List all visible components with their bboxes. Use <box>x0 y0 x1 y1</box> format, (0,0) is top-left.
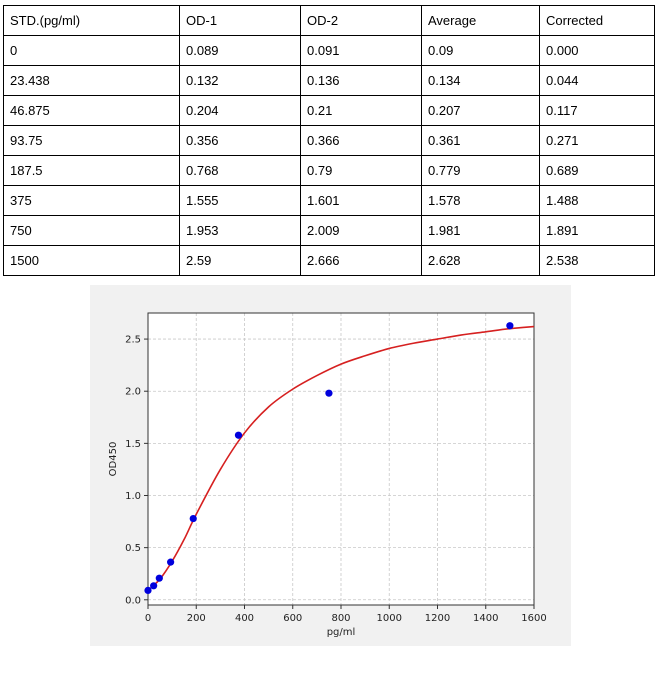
chart-panel: 0 200 400 600 800 1000 1200 1400 1600 0.0 0.5 1.0 1.… <box>90 285 571 646</box>
column-header: STD.(pg/ml) <box>3 5 180 36</box>
fit-curve-line <box>147 325 535 591</box>
table-cell: 1.488 <box>539 185 655 216</box>
table-cell: 0.134 <box>421 65 540 96</box>
table-cell: 0 <box>3 35 180 66</box>
y-tick-label: 0.0 <box>125 595 141 606</box>
y-axis-label: OD450 <box>108 442 119 477</box>
table-row: 750 1.953 2.009 1.981 1.891 <box>3 215 655 246</box>
table-row: 23.438 0.132 0.136 0.134 0.044 <box>3 65 655 96</box>
x-tick-label: 1600 <box>521 613 546 624</box>
y-tick-label: 2.0 <box>125 387 141 398</box>
table-cell: 0.132 <box>179 65 301 96</box>
table-header-row: STD.(pg/ml) OD-1 OD-2 Average Corrected <box>3 5 655 36</box>
table-cell: 1.953 <box>179 215 301 246</box>
table-cell: 1.891 <box>539 215 655 246</box>
data-point <box>150 582 158 590</box>
table-cell: 0.136 <box>300 65 422 96</box>
table-cell: 0.044 <box>539 65 655 96</box>
table-cell: 0.366 <box>300 125 422 156</box>
table-cell: 23.438 <box>3 65 180 96</box>
table-cell: 1.555 <box>179 185 301 216</box>
table-cell: 2.009 <box>300 215 422 246</box>
y-tick-label: 1.0 <box>125 491 141 502</box>
data-point <box>144 586 152 594</box>
table-cell: 0.089 <box>179 35 301 66</box>
table-cell: 2.59 <box>179 245 301 276</box>
table-cell: 0.79 <box>300 155 422 186</box>
table-cell: 0.271 <box>539 125 655 156</box>
table-cell: 750 <box>3 215 180 246</box>
table-cell: 0.21 <box>300 95 422 126</box>
column-header: OD-2 <box>300 5 422 36</box>
table-cell: 1.578 <box>421 185 540 216</box>
table-row: 375 1.555 1.601 1.578 1.488 <box>3 185 655 216</box>
table-cell: 0.091 <box>300 35 422 66</box>
table-row: 46.875 0.204 0.21 0.207 0.117 <box>3 95 655 126</box>
table-cell: 0.09 <box>421 35 540 66</box>
x-tick-label: 200 <box>187 613 206 624</box>
standard-curve-chart: 0 200 400 600 800 1000 1200 1400 1600 0.0 0.5 1.0 1.… <box>108 312 547 638</box>
x-tick-label: 1000 <box>377 613 402 624</box>
table-cell: 0.207 <box>421 95 540 126</box>
data-point <box>506 322 514 330</box>
y-tick-label: 1.5 <box>125 439 141 450</box>
standards-table: STD.(pg/ml) OD-1 OD-2 Average Corrected 0 0.08… <box>3 5 655 276</box>
table-cell: 1.601 <box>300 185 422 216</box>
table-cell: 0.000 <box>539 35 655 66</box>
y-tick-label: 2.5 <box>125 335 141 346</box>
table-cell: 0.779 <box>421 155 540 186</box>
x-tick-label: 800 <box>331 613 350 624</box>
x-axis-label: pg/ml <box>327 627 356 638</box>
table-cell: 0.356 <box>179 125 301 156</box>
data-point <box>325 389 333 397</box>
table-cell: 0.768 <box>179 155 301 186</box>
table-cell: 0.689 <box>539 155 655 186</box>
table-cell: 0.361 <box>421 125 540 156</box>
x-tick-label: 0 <box>145 613 151 624</box>
column-header: OD-1 <box>179 5 301 36</box>
x-tick-label: 1200 <box>425 613 450 624</box>
table-cell: 187.5 <box>3 155 180 186</box>
data-point <box>155 574 163 582</box>
table-cell: 1500 <box>3 245 180 276</box>
x-tick-label: 600 <box>283 613 302 624</box>
column-header: Average <box>421 5 540 36</box>
x-tick-label: 1400 <box>473 613 498 624</box>
table-cell: 46.875 <box>3 95 180 126</box>
table-cell: 1.981 <box>421 215 540 246</box>
data-point <box>234 431 243 439</box>
table-cell: 0.117 <box>539 95 655 126</box>
table-cell: 2.666 <box>300 245 422 276</box>
table-row: 187.5 0.768 0.79 0.779 0.689 <box>3 155 655 186</box>
column-header: Corrected <box>539 5 655 36</box>
table-row: 1500 2.59 2.666 2.628 2.538 <box>3 245 655 276</box>
table-cell: 0.204 <box>179 95 301 126</box>
data-point <box>167 558 175 566</box>
table-cell: 2.538 <box>539 245 655 276</box>
y-tick-label: 0.5 <box>125 543 141 554</box>
table-cell: 2.628 <box>421 245 540 276</box>
table-cell: 93.75 <box>3 125 180 156</box>
table-row: 93.75 0.356 0.366 0.361 0.271 <box>3 125 655 156</box>
x-tick-label: 400 <box>235 613 254 624</box>
table-row: 0 0.089 0.091 0.09 0.000 <box>3 35 655 66</box>
data-point <box>189 514 197 523</box>
table-cell: 375 <box>3 185 180 216</box>
